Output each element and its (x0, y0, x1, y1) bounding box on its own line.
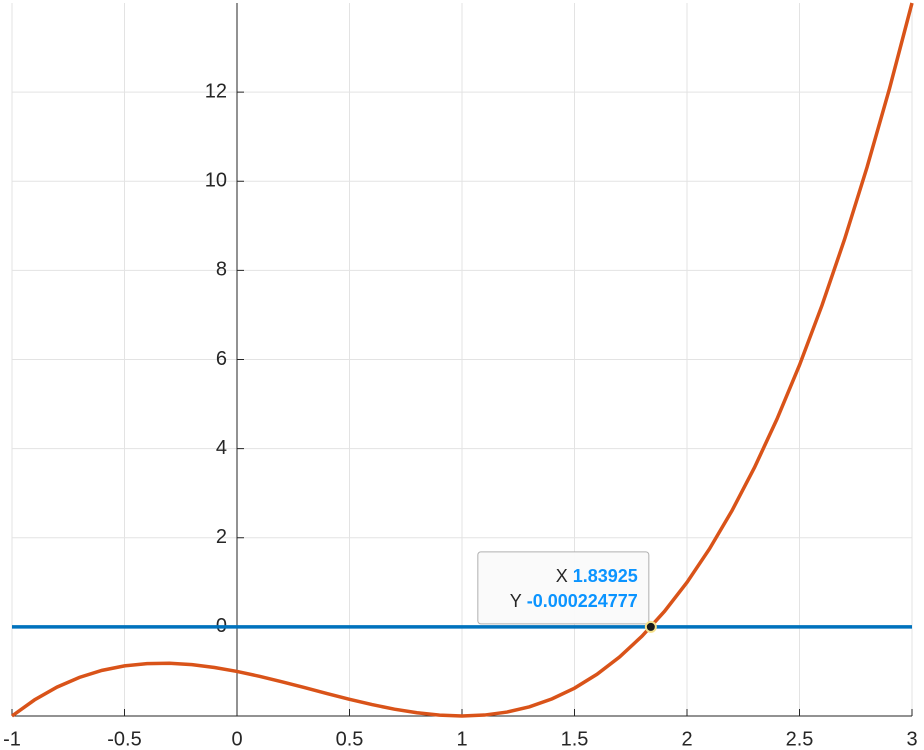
datatip-row: Y -0.000224777 (510, 591, 638, 611)
datatip-value: 1.83925 (573, 566, 638, 586)
datatip-value: -0.000224777 (527, 591, 638, 611)
y-tick-label: 12 (205, 80, 227, 102)
x-tick-label: -1 (3, 728, 21, 750)
datatip: X 1.83925 Y -0.000224777 (477, 551, 650, 625)
datatip-label: X (556, 566, 568, 586)
x-tick-label: 3 (906, 728, 917, 750)
y-tick-label: 6 (216, 348, 227, 370)
line-series (10, 2, 914, 718)
y-tick-label: 10 (205, 170, 227, 192)
datatip-box (477, 551, 650, 625)
x-tick-label: 1.5 (561, 728, 589, 750)
x-tick-label: 2.5 (786, 728, 814, 750)
y-tick-label: 8 (216, 259, 227, 281)
x-tick-label: 1 (456, 728, 467, 750)
x-tick-label: 0 (231, 728, 242, 750)
datatip-label: Y (510, 591, 522, 611)
y-tick-label: 2 (216, 526, 227, 548)
datatip-marker (644, 620, 657, 633)
x-tick-label: -0.5 (107, 728, 141, 750)
y-tick-label: 4 (216, 437, 227, 459)
x-tick-label: 0.5 (336, 728, 364, 750)
datatip-row: X 1.83925 (556, 566, 638, 586)
x-tick-label: 2 (681, 728, 692, 750)
